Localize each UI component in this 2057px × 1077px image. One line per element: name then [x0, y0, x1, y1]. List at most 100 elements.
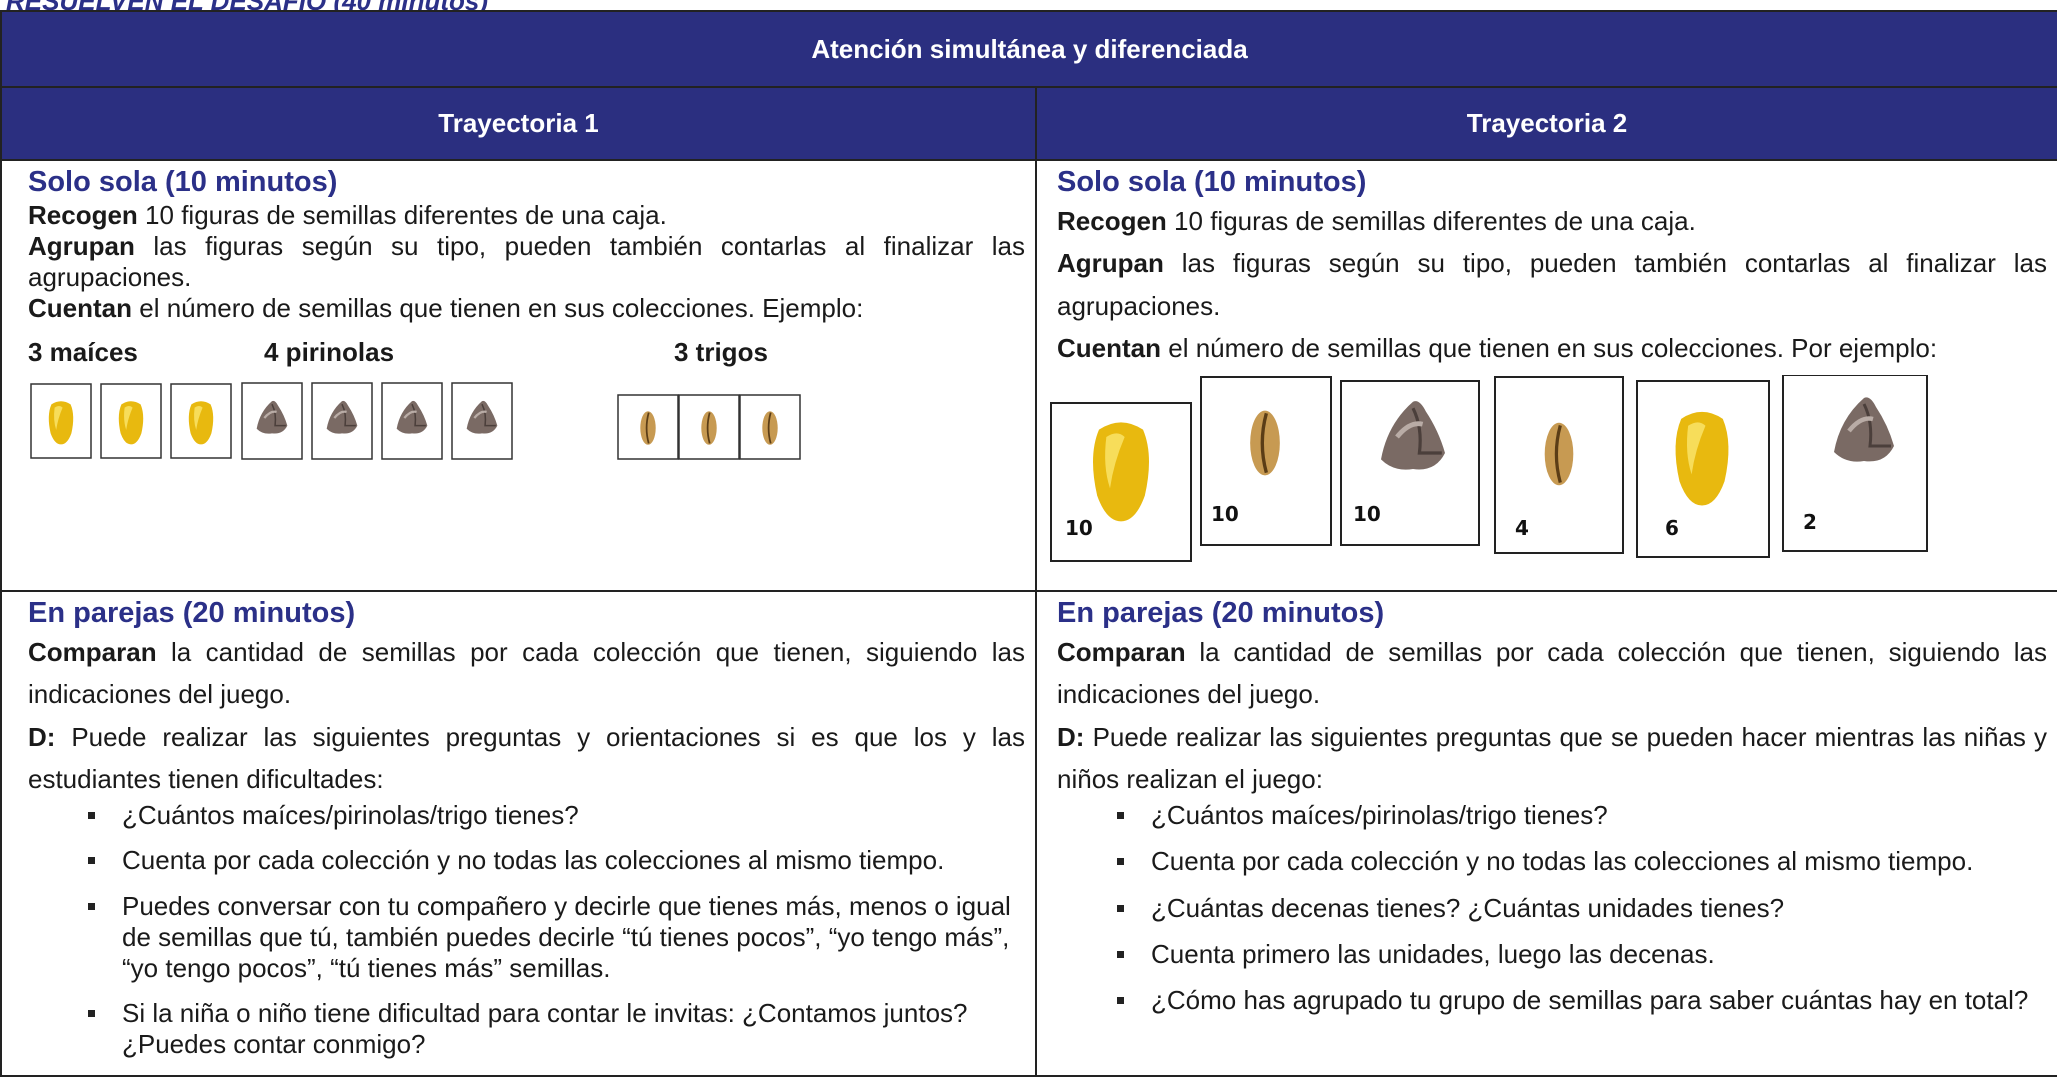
group-label: 3 maíces — [28, 336, 138, 367]
wheat-seed — [761, 409, 779, 446]
bullet-item: Si la niña o niño tiene dificultad para … — [88, 998, 1025, 1060]
card — [30, 382, 92, 459]
card — [617, 393, 679, 460]
bullet-item: Cuenta por cada colección y no todas las… — [88, 845, 1025, 876]
paragraph: Agrupan las figuras según su tipo, puede… — [28, 231, 1025, 293]
seed-cards — [30, 381, 801, 460]
pirinola-seed — [325, 399, 359, 435]
column-heading: Trayectoria 2 — [1034, 86, 2057, 161]
card-count: 10 — [1353, 502, 1381, 526]
card — [1200, 376, 1332, 547]
seed-groups: 3 maíces 4 pirinolas 3 trigos — [28, 337, 1025, 477]
bullet-item: Puedes conversar con tu compañero y deci… — [88, 891, 1025, 985]
bold-verb: Comparan — [1057, 636, 1186, 667]
paragraph: Recogen 10 figuras de semillas diferente… — [1057, 200, 2047, 242]
text: las figuras según su tipo, pueden tambié… — [28, 230, 1025, 293]
bold-verb: Cuentan — [28, 293, 132, 324]
card — [1494, 376, 1624, 555]
card — [1340, 380, 1480, 547]
text: el número de semillas que tienen en sus … — [139, 293, 864, 324]
bold-verb: Agrupan — [1057, 248, 1164, 279]
group-label: 4 pirinolas — [264, 336, 395, 367]
section-title: En parejas (20 minutos) — [1057, 597, 1385, 629]
paragraph: Cuentan el número de semillas que tienen… — [28, 293, 1025, 324]
wheat-seed — [1248, 409, 1282, 478]
card — [311, 381, 373, 460]
bullet-item: Cuenta por cada colección y no todas las… — [1116, 846, 2047, 877]
bullet-item: Cuenta primero las unidades, luego las d… — [1116, 939, 2047, 970]
bold-verb: Recogen — [28, 199, 138, 230]
bold-verb: D: — [1057, 721, 1085, 752]
column-heading: Trayectoria 1 — [0, 86, 1037, 161]
bullet-item: ¿Cómo has agrupado tu grupo de semillas … — [1116, 985, 2047, 1016]
wheat-seed — [700, 409, 718, 446]
bold-verb: D: — [28, 721, 56, 752]
text: 10 figuras de semillas diferentes de una… — [145, 199, 667, 230]
card — [1636, 380, 1770, 559]
group-label: 3 trigos — [674, 336, 768, 367]
paragraph: Cuentan el número de semillas que tienen… — [1057, 327, 2047, 369]
card — [100, 382, 162, 459]
card — [739, 393, 801, 460]
pirinola-seed — [1834, 398, 1894, 462]
wheat-seed — [1542, 421, 1576, 488]
pirinola-seed — [1381, 401, 1445, 469]
wheat-seed — [639, 409, 657, 446]
bullet-item: ¿Cuántos maíces/pirinolas/trigo tienes? — [88, 800, 1025, 831]
paragraph: Recogen 10 figuras de semillas diferente… — [28, 200, 1025, 231]
text: la cantidad de semillas por cada colecci… — [28, 636, 1025, 710]
text: 10 figuras de semillas diferentes de una… — [1174, 205, 1696, 236]
pirinola-seed — [465, 399, 499, 435]
card-count: 2 — [1803, 510, 1817, 534]
card-count: 10 — [1211, 502, 1239, 526]
paragraph: Comparan la cantidad de semillas por cad… — [28, 631, 1025, 716]
section-title: En parejas (20 minutos) — [28, 597, 356, 629]
seed-cards: 10 10 10 4 6 2 — [1050, 375, 2047, 565]
card — [241, 381, 303, 460]
pirinola-seed — [255, 399, 289, 435]
cell: Solo sola (10 minutos) Recogen 10 figura… — [1034, 159, 2057, 592]
bold-verb: Cuentan — [1057, 332, 1161, 363]
corn-seed — [188, 400, 214, 444]
card — [451, 381, 513, 460]
bullet-item: ¿Cuántos maíces/pirinolas/trigo tienes? — [1116, 800, 2047, 831]
table: Atención simultánea y diferenciada Traye… — [0, 10, 2057, 1077]
card — [678, 393, 740, 460]
paragraph: D: Puede realizar las siguientes pregunt… — [1057, 716, 2047, 801]
bold-verb: Comparan — [28, 636, 157, 667]
bullet-list: ¿Cuántos maíces/pirinolas/trigo tienes? C… — [28, 800, 1025, 1060]
text: Puede realizar las siguientes preguntas … — [1057, 721, 2048, 794]
card — [1050, 402, 1192, 563]
pirinola-seed — [395, 399, 429, 435]
card-count: 6 — [1665, 516, 1679, 540]
bold-verb: Recogen — [1057, 205, 1167, 236]
card-count: 10 — [1065, 516, 1093, 540]
text: la cantidad de semillas por cada colecci… — [1057, 636, 2047, 710]
count-cards: 10 10 10 4 6 2 — [1050, 375, 1928, 563]
text: el número de semillas que tienen en sus … — [1168, 332, 1938, 363]
corn-seed — [1675, 412, 1729, 506]
text: las figuras según su tipo, pueden tambié… — [1057, 248, 2048, 321]
corn-seed — [1093, 422, 1149, 522]
bullet-list: ¿Cuántos maíces/pirinolas/trigo tienes? C… — [1057, 800, 2047, 1016]
paragraph: Comparan la cantidad de semillas por cad… — [1057, 631, 2047, 716]
card — [381, 381, 443, 460]
table-title: Atención simultánea y diferenciada — [0, 10, 2057, 88]
cell: Solo sola (10 minutos) Recogen 10 figura… — [0, 159, 1037, 592]
card — [1782, 375, 1928, 553]
cell: En parejas (20 minutos) Comparan la cant… — [1034, 590, 2057, 1077]
card — [170, 382, 232, 459]
section-title: Solo sola (10 minutos) — [28, 166, 338, 198]
paragraph: D: Puede realizar las siguientes pregunt… — [28, 716, 1025, 801]
corn-seed — [118, 400, 144, 444]
text: Puede realizar las siguientes preguntas … — [28, 721, 1026, 794]
paragraph: Agrupan las figuras según su tipo, puede… — [1057, 242, 2047, 327]
cell: En parejas (20 minutos) Comparan la cant… — [0, 590, 1037, 1077]
bullet-item: ¿Cuántas decenas tienes? ¿Cuántas unidad… — [1116, 893, 2047, 924]
bold-verb: Agrupan — [28, 230, 135, 261]
corn-seed — [48, 400, 74, 444]
card-count: 4 — [1515, 516, 1529, 540]
section-title: Solo sola (10 minutos) — [1057, 166, 1367, 198]
